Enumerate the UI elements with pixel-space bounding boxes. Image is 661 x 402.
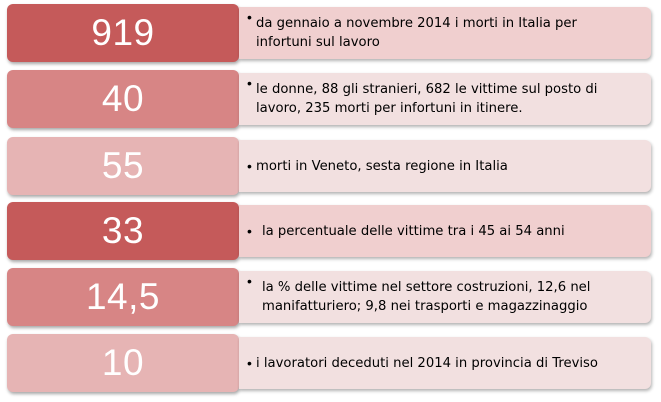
row-4: 33 • la percentuale delle vittime tra i … — [0, 202, 661, 260]
description-line: la % delle vittime nel settore costruzio… — [262, 280, 591, 295]
description-line: manifatturiero; 9,8 nei trasporti e maga… — [262, 299, 588, 314]
bullet-icon: • — [247, 355, 252, 371]
row-5: 14,5 • la % delle vittime nel settore co… — [0, 268, 661, 326]
description-line: le donne, 88 gli stranieri, 682 le vitti… — [256, 82, 598, 97]
description-line: da gennaio a novembre 2014 i morti in It… — [256, 16, 577, 31]
description-line: lavoro, 235 morti per infortuni in itine… — [256, 101, 523, 116]
description-text: le donne, 88 gli stranieri, 682 le vitti… — [256, 80, 597, 118]
number-value: 919 — [91, 12, 155, 53]
number-value: 14,5 — [85, 276, 160, 317]
number-value: 55 — [101, 145, 145, 186]
description-box: • da gennaio a novembre 2014 i morti in … — [239, 7, 651, 59]
description-line: la percentuale delle vittime tra i 45 ai… — [262, 223, 565, 239]
bullet-icon: • — [247, 158, 252, 174]
number-value: 33 — [101, 210, 145, 251]
description-line: morti in Veneto, sesta regione in Italia — [256, 158, 508, 174]
row-3: 55 • morti in Veneto, sesta regione in I… — [0, 137, 661, 195]
description-box: • morti in Veneto, sesta regione in Ital… — [239, 140, 651, 192]
description-box: • i lavoratori deceduti nel 2014 in prov… — [239, 337, 651, 389]
number-box: 33 — [7, 202, 239, 260]
row-2: 40 • le donne, 88 gli stranieri, 682 le … — [0, 70, 661, 128]
description-text: la percentuale delle vittime tra i 45 ai… — [256, 222, 565, 241]
description-line: infortuni sul lavoro — [256, 35, 380, 50]
description-box: • la percentuale delle vittime tra i 45 … — [239, 205, 651, 257]
description-box: • le donne, 88 gli stranieri, 682 le vit… — [239, 73, 651, 125]
bullet-icon: • — [247, 223, 252, 239]
number-value: 40 — [101, 78, 145, 119]
number-box: 55 — [7, 137, 239, 195]
description-text: da gennaio a novembre 2014 i morti in It… — [256, 14, 577, 52]
description-line: i lavoratori deceduti nel 2014 in provin… — [256, 355, 598, 371]
bullet-icon: • — [247, 75, 252, 91]
description-text: la % delle vittime nel settore costruzio… — [256, 278, 590, 316]
number-box: 10 — [7, 334, 239, 392]
row-6: 10 • i lavoratori deceduti nel 2014 in p… — [0, 334, 661, 392]
row-1: 919 • da gennaio a novembre 2014 i morti… — [0, 4, 661, 62]
description-text: i lavoratori deceduti nel 2014 in provin… — [256, 354, 598, 373]
number-box: 919 — [7, 4, 239, 62]
bullet-icon: • — [247, 273, 252, 289]
number-value: 10 — [101, 342, 145, 383]
number-box: 14,5 — [7, 268, 239, 326]
description-box: • la % delle vittime nel settore costruz… — [239, 271, 651, 323]
description-text: morti in Veneto, sesta regione in Italia — [256, 157, 508, 176]
bullet-icon: • — [247, 9, 252, 25]
number-box: 40 — [7, 70, 239, 128]
